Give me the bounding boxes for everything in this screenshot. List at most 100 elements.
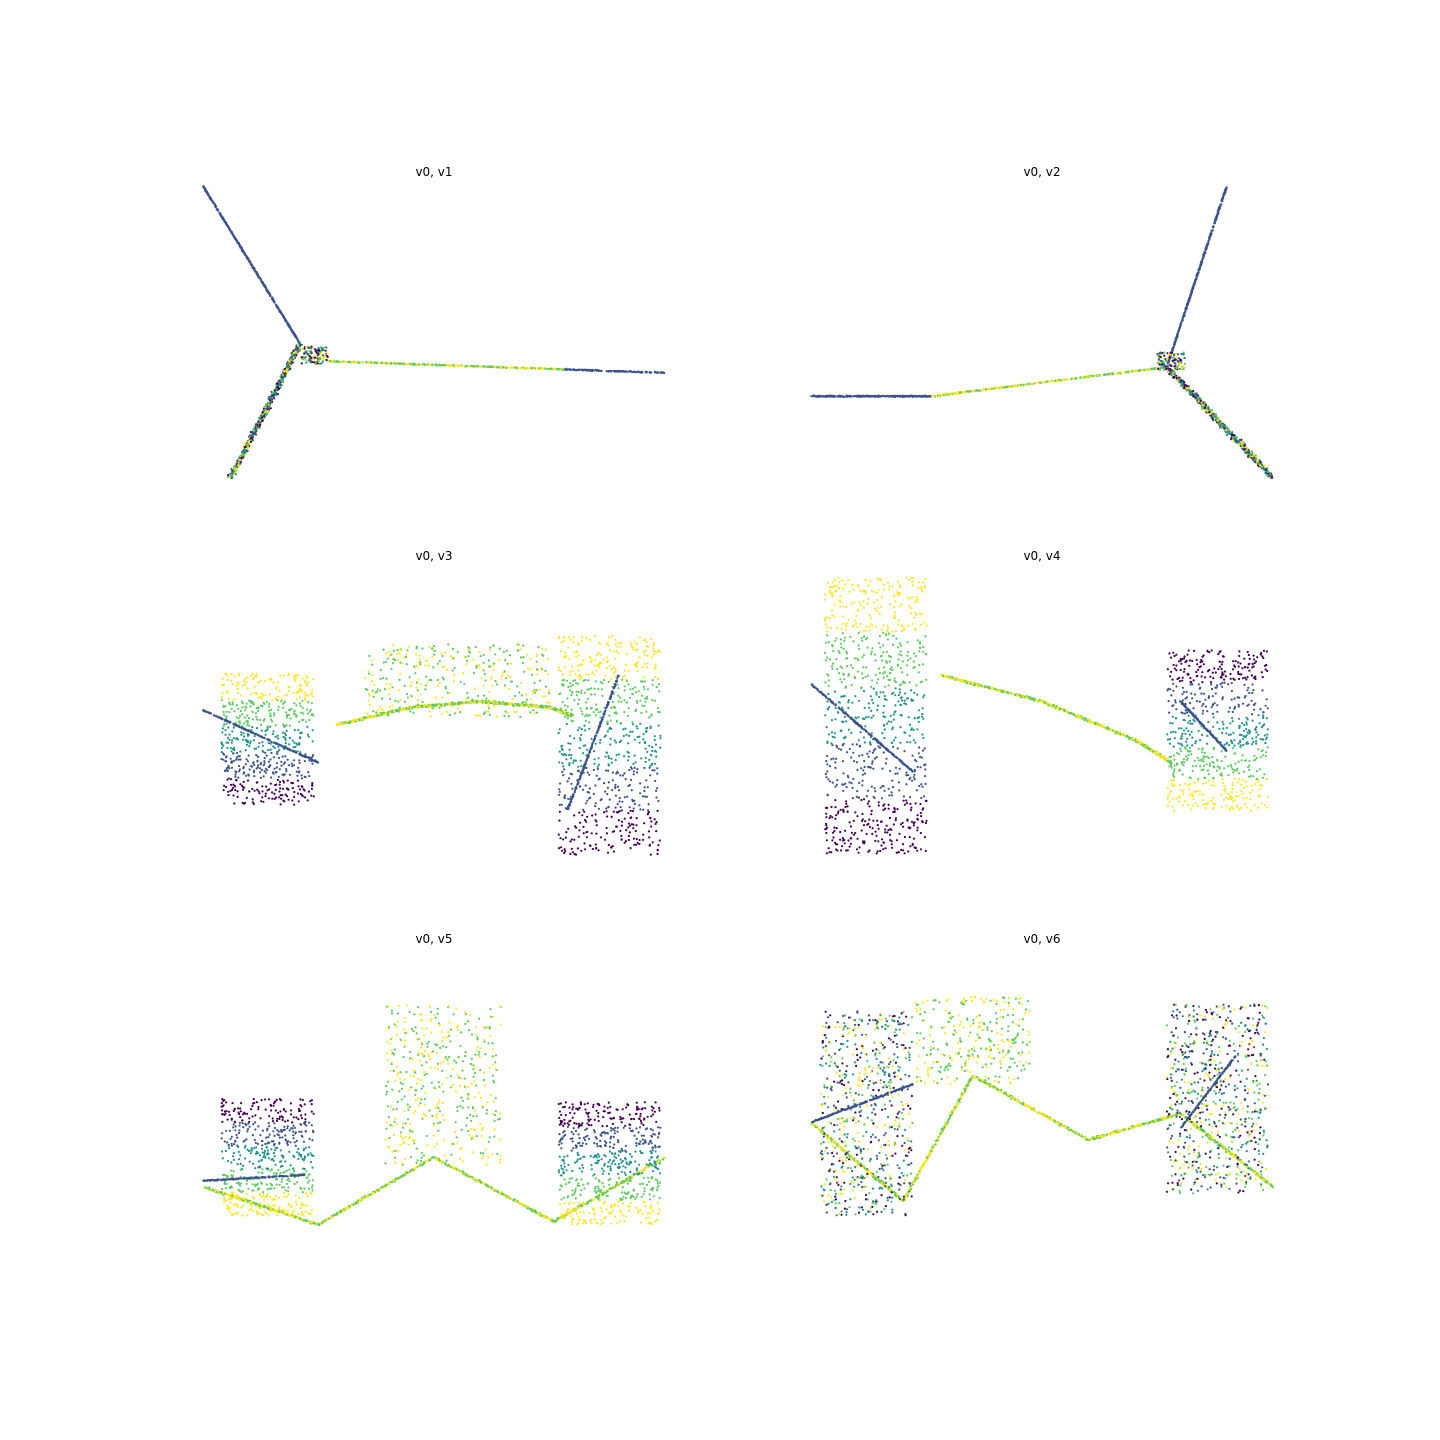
scatter-point — [1195, 395, 1198, 399]
scatter-point — [273, 301, 276, 304]
scatter-point — [1163, 351, 1166, 354]
scatter-point — [249, 742, 252, 745]
scatter-point — [1067, 378, 1070, 381]
scatter-point — [470, 364, 473, 368]
scatter-point — [349, 720, 352, 723]
panel-v0-v2: v0, v2 — [810, 165, 1274, 479]
scatter-point — [221, 677, 224, 680]
scatter-point — [1247, 453, 1251, 456]
scatter-point — [291, 331, 294, 334]
scatter-point — [293, 759, 296, 762]
scatter-point — [1200, 262, 1203, 265]
scatter-point — [274, 696, 277, 700]
scatter-point — [483, 365, 486, 368]
scatter-point — [278, 780, 282, 783]
scatter-point — [1149, 368, 1152, 371]
scatter-point — [277, 380, 280, 383]
scatter-point — [1183, 356, 1186, 360]
scatter-point — [312, 346, 315, 349]
scatter-point — [295, 704, 298, 707]
scatter-point — [1099, 374, 1102, 377]
scatter-point — [1250, 450, 1253, 453]
scatter-point — [416, 705, 419, 708]
scatter-point — [231, 701, 234, 704]
scatter-point — [375, 361, 379, 364]
scatter-point — [656, 371, 659, 374]
scatter-point — [249, 443, 252, 446]
scatter-point — [1160, 361, 1163, 364]
scatter-point — [1181, 316, 1184, 319]
scatter-point — [325, 351, 328, 354]
scatter-point — [555, 367, 558, 370]
scatter-point — [1254, 460, 1257, 463]
scatter-point — [278, 796, 281, 799]
scatter-point — [925, 395, 928, 398]
scatter-point — [1036, 381, 1039, 384]
scatter-point — [275, 388, 279, 391]
scatter-point — [231, 752, 235, 755]
scatter-point — [476, 365, 479, 368]
scatter-point — [1070, 377, 1073, 380]
scatter-point — [239, 245, 242, 249]
scatter-point — [977, 389, 980, 392]
scatter-point — [329, 359, 332, 362]
scatter-point — [613, 369, 616, 373]
scatter-point — [1238, 439, 1241, 442]
scatter-point — [229, 747, 232, 750]
scatter-point — [267, 397, 270, 400]
scatter-point — [297, 785, 300, 788]
scatter-point — [971, 389, 974, 392]
scatter-point — [1171, 369, 1174, 372]
scatter-point — [1234, 440, 1237, 443]
scatter-point — [953, 391, 956, 394]
scatter-point — [1131, 369, 1134, 373]
scatter-point — [1052, 379, 1055, 382]
scatter-point — [870, 395, 873, 398]
scatter-point — [300, 777, 304, 780]
scatter-point — [231, 233, 234, 236]
scatter-point — [286, 758, 289, 761]
scatter-point — [251, 435, 254, 438]
scatter-point — [325, 346, 328, 349]
scatter-point — [568, 368, 571, 371]
scatter-point — [273, 797, 276, 800]
scatter-point — [1092, 375, 1095, 378]
scatter-point — [905, 394, 908, 398]
scatter-point — [287, 322, 290, 326]
scatter-point — [286, 363, 289, 367]
scatter-point — [572, 368, 575, 371]
scatter-point — [231, 476, 234, 479]
scatter-point — [1048, 380, 1051, 383]
scatter-point — [278, 689, 281, 692]
scatter-point — [367, 361, 370, 364]
scatter-point — [1162, 360, 1165, 363]
scatter-point — [245, 758, 248, 761]
scatter-point — [1192, 389, 1195, 393]
scatter-point — [267, 409, 270, 412]
scatter-point — [417, 363, 421, 366]
scatter-point — [393, 710, 396, 713]
scatter-point — [813, 394, 816, 397]
scatter-point — [1186, 300, 1190, 303]
scatter-point — [241, 454, 244, 457]
scatter-point — [1254, 458, 1257, 461]
scatter-point — [472, 701, 476, 704]
scatter-point — [279, 794, 282, 797]
scatter-point — [932, 394, 935, 397]
scatter-point — [208, 196, 211, 199]
scatter-point — [966, 390, 969, 393]
scatter-point — [376, 714, 379, 717]
scatter-point — [252, 802, 255, 806]
scatter-point — [937, 394, 940, 397]
scatter-point — [241, 713, 244, 716]
scatter-point — [591, 368, 594, 371]
scatter-point — [1197, 397, 1200, 400]
scatter-point — [1008, 385, 1011, 388]
scatter-point — [311, 782, 314, 785]
scatter-point — [489, 700, 492, 703]
scatter-point — [424, 363, 427, 367]
scatter-point — [246, 721, 249, 724]
scatter-point — [312, 358, 315, 361]
scatter-point — [259, 771, 262, 774]
scatter-point — [282, 315, 285, 318]
